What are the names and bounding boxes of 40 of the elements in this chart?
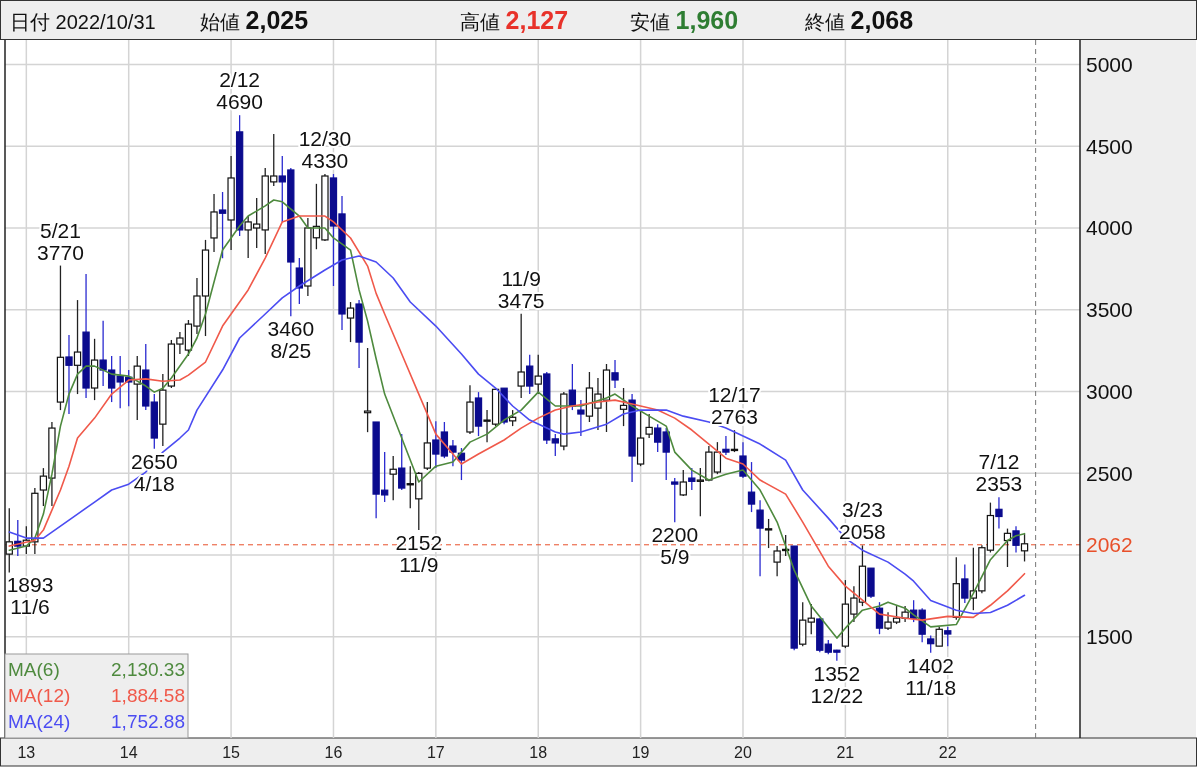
annotation: 2/12 4690 [216,68,263,114]
y-tick-label: 5000 [1086,53,1133,77]
y-tick-label: 3000 [1086,379,1133,403]
annotation: 3/23 2058 [839,498,886,544]
x-tick-label: 20 [734,743,752,761]
annotation: 1,884.58 [111,685,185,706]
annotation: 1,752.88 [111,711,185,732]
ref-line-label: 2062 [1086,533,1133,557]
text: 終値 2,068 [804,6,914,34]
annotation: 1893 11/6 [6,573,54,619]
annotation: 2,130.33 [111,659,185,680]
annotation: 2200 5/9 [651,523,699,569]
text: 安値 1,960 [630,6,739,34]
legend: MA(6) 2,130.33 MA(12) 1,884.58 MA(24) 1,752.88 [4,653,189,739]
annotation: 5/21 3770 [37,218,84,264]
text: 日付 2022/10/31 [10,11,156,33]
text: 始値 2,025 [200,6,309,34]
y-tick-label: 2500 [1086,461,1133,485]
annotation: 12/17 2763 [708,383,761,429]
x-tick-label: 17 [426,743,445,761]
y-tick-label: 4500 [1086,134,1133,158]
x-tick-label: 18 [529,743,548,761]
annotation: 3460 8/25 [267,317,315,363]
x-tick-label: 14 [119,743,138,761]
y-tick-label: 1500 [1086,625,1133,649]
annotation: 1352 12/22 [810,661,864,707]
annotation: 1402 11/18 [905,653,957,699]
y-tick-label: 3500 [1086,298,1133,322]
x-tick-label: 16 [324,743,343,761]
annotation: 12/30 4330 [298,127,352,173]
annotation: 2152 11/9 [395,531,443,577]
annotation: 7/12 2353 [975,450,1023,496]
y-tick-label: 4000 [1086,216,1133,240]
x-tick-label: 19 [631,743,650,761]
x-tick-label: 22 [938,743,957,761]
x-tick-label: 15 [222,743,241,761]
annotation: 11/9 3475 [497,266,545,312]
text: 高値 2,127 [460,6,569,34]
x-tick-label: 13 [17,743,36,761]
x-tick-label: 21 [836,743,855,761]
